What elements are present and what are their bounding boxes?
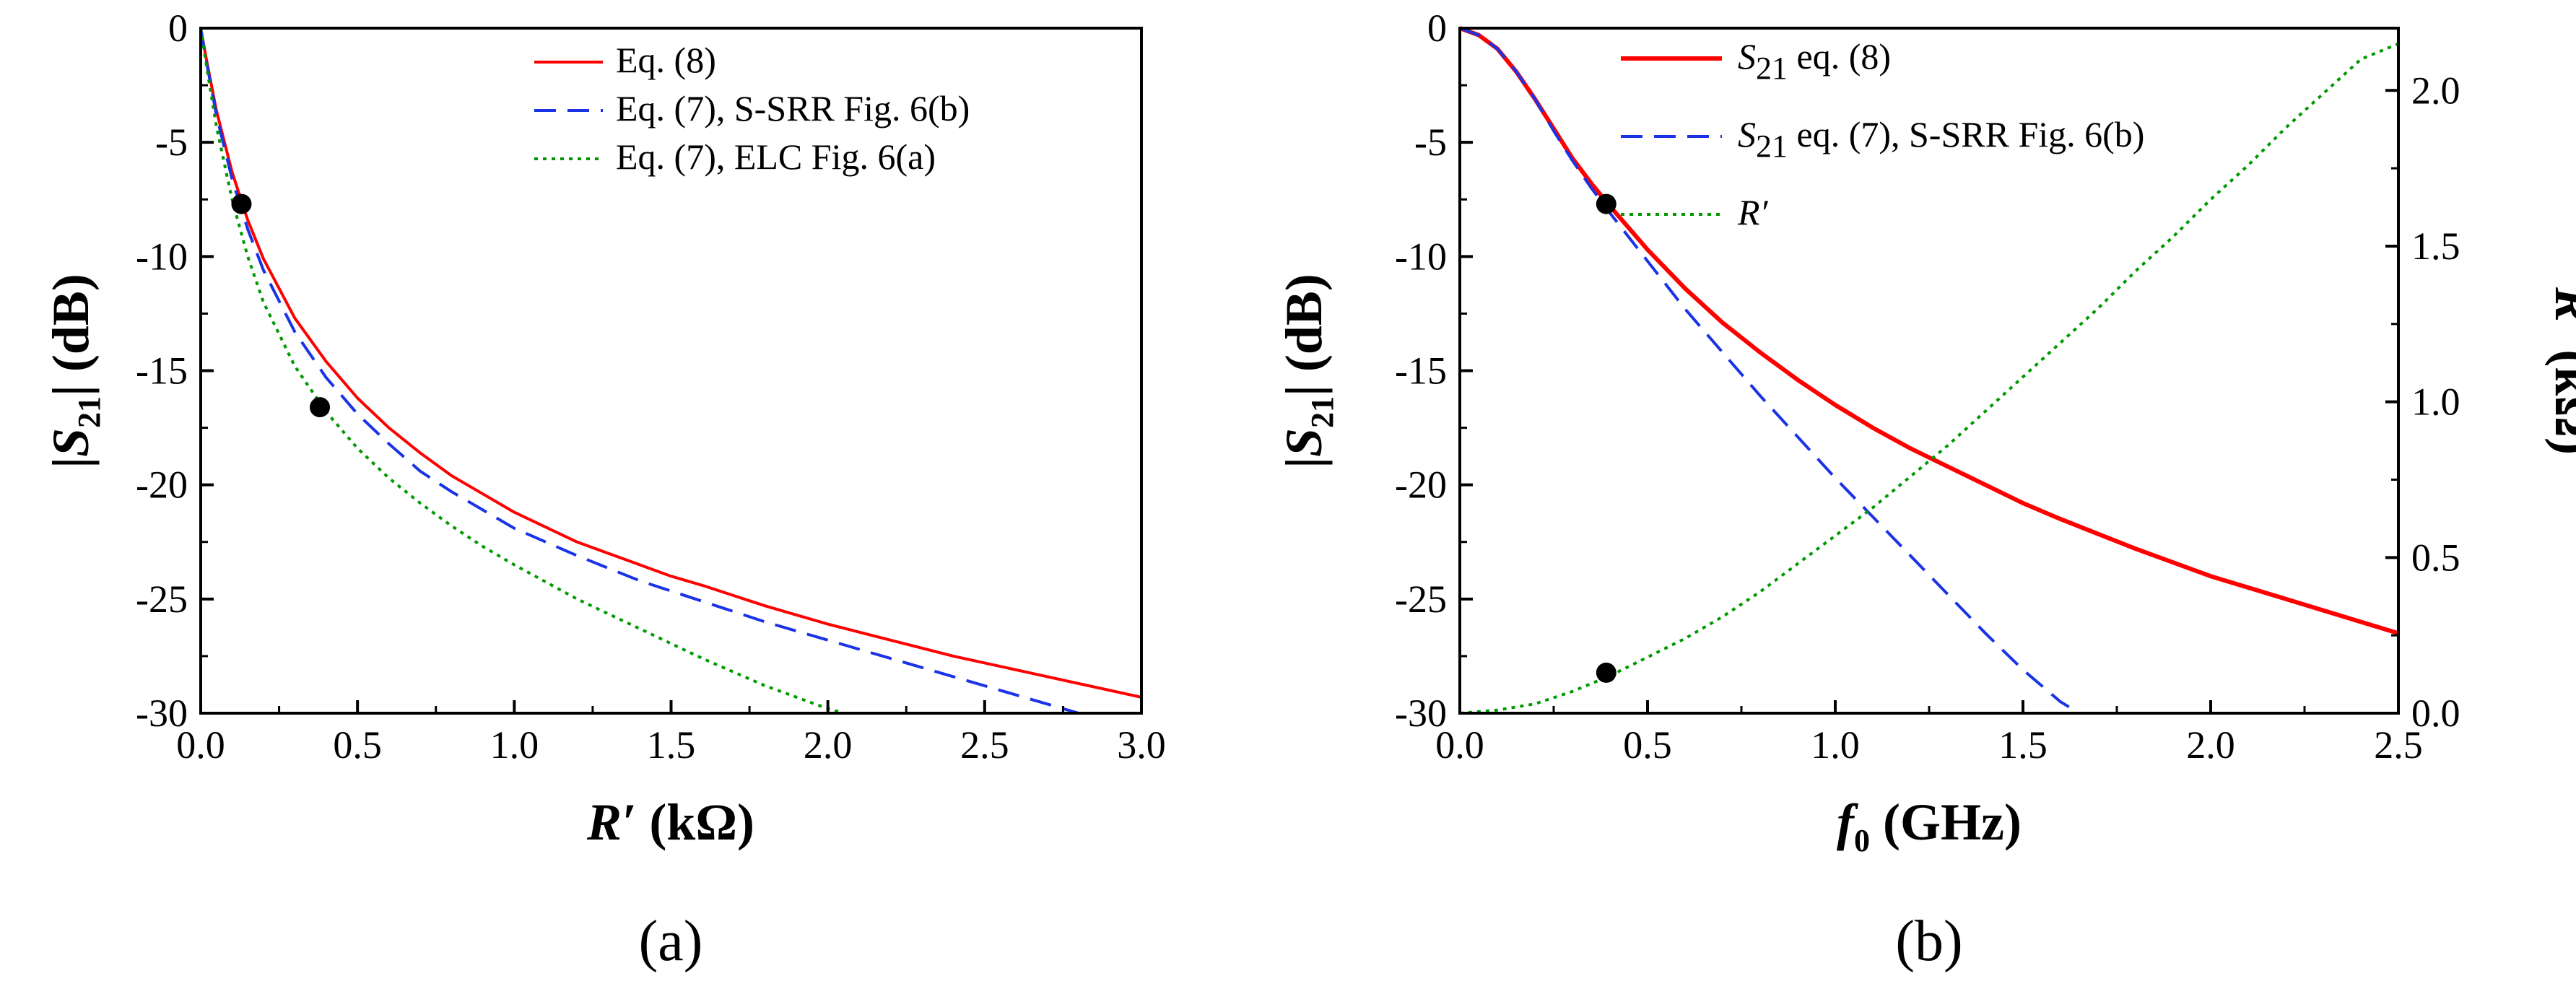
x-tick-label: 0.5 xyxy=(1623,723,1672,767)
data-marker xyxy=(231,193,252,214)
y-tick-label: -5 xyxy=(155,121,188,164)
y-tick-label: -25 xyxy=(1395,577,1447,621)
legend-label-sub: 21 xyxy=(1756,128,1788,164)
legend-label-rest: eq. (8) xyxy=(1788,36,1891,77)
legend-label: S21 eq. (8) xyxy=(1738,36,1891,86)
y-axis-label-a-pre: | xyxy=(42,457,100,468)
series-line xyxy=(199,27,1142,699)
y-tick-label: -30 xyxy=(1395,692,1447,735)
y-tick-label: -15 xyxy=(136,349,188,393)
x-tick-label: 0.5 xyxy=(333,723,382,767)
data-marker xyxy=(310,397,331,418)
y2-tick-label: 1.5 xyxy=(2411,224,2460,268)
legend-label: Eq. (7), S-SRR Fig. 6(b) xyxy=(616,88,970,128)
x-tick-label: 1.0 xyxy=(1811,723,1860,767)
series-line xyxy=(199,27,1079,715)
series-line xyxy=(1459,27,2081,715)
y-tick-label: -5 xyxy=(1414,121,1447,164)
x-axis-label-a: R′ (kΩ) xyxy=(586,793,754,851)
legend-label-main: S xyxy=(1738,114,1756,154)
y2-tick-label: 1.0 xyxy=(2411,380,2460,424)
legend-label: Eq. (7), ELC Fig. 6(a) xyxy=(616,136,936,177)
y-tick-label: 0 xyxy=(168,6,188,50)
x-tick-label: 2.5 xyxy=(2374,723,2423,767)
x-tick-label: 2.0 xyxy=(804,723,853,767)
x-tick-label: 0.0 xyxy=(1435,723,1484,767)
chart-a: 0.0 0.5 1.0 1.5 2.0 2.5 3.00-5-10-15-20-25-30 … xyxy=(42,6,1166,973)
y2-tick-label: 2.0 xyxy=(2411,69,2460,112)
y-tick-label: -10 xyxy=(1395,235,1447,278)
chart-b: 0.0 0.5 1.0 1.5 2.0 2.50-5-10-15-20-25-30 0.00… xyxy=(1275,6,2576,973)
legend-label-rest: eq. (7), S-SRR Fig. 6(b) xyxy=(1788,114,2144,154)
y2-tick-label: 0.0 xyxy=(2411,692,2460,735)
y-tick-label: -20 xyxy=(1395,463,1447,507)
x-tick-label: 1.5 xyxy=(1998,723,2048,767)
legend-label-main: R′ xyxy=(1737,192,1769,232)
y-tick-label: -30 xyxy=(136,692,188,735)
y-tick-label: -10 xyxy=(136,235,188,278)
y-axis-label-a: |S21| (dB) xyxy=(42,274,107,468)
legend-label-sub: 21 xyxy=(1756,51,1788,86)
x-tick-label: 2.0 xyxy=(2186,723,2235,767)
x-tick-label: 0.0 xyxy=(176,723,225,767)
y2-axis-label-b: R′ (kΩ) xyxy=(2544,287,2576,455)
y-tick-label: -20 xyxy=(136,463,188,507)
x-tick-label: 2.5 xyxy=(960,723,1009,767)
y2-tick-label: 0.5 xyxy=(2411,536,2460,579)
x-tick-label: 1.5 xyxy=(647,723,696,767)
legend-label: R′ xyxy=(1737,192,1769,232)
x-axis-label-b: f0 (GHz) xyxy=(1837,793,2022,858)
y-axis-label-b: |S21| (dB) xyxy=(1275,274,1340,468)
plot-frame-a xyxy=(199,27,1143,715)
data-marker xyxy=(1596,193,1616,214)
panel-label-a: (a) xyxy=(639,910,703,973)
legend-label: Eq. (8) xyxy=(616,40,716,80)
y-tick-label: -25 xyxy=(136,577,188,621)
panel-label-b: (b) xyxy=(1895,910,1962,973)
legend-label-main: S xyxy=(1738,36,1756,77)
x-tick-label: 1.0 xyxy=(490,723,539,767)
y-tick-label: -15 xyxy=(1395,349,1447,393)
data-marker xyxy=(1596,662,1616,683)
series-line xyxy=(199,27,844,715)
y-tick-label: 0 xyxy=(1427,6,1447,50)
x-tick-label: 3.0 xyxy=(1117,723,1166,767)
legend-label: S21 eq. (7), S-SRR Fig. 6(b) xyxy=(1738,114,2144,164)
